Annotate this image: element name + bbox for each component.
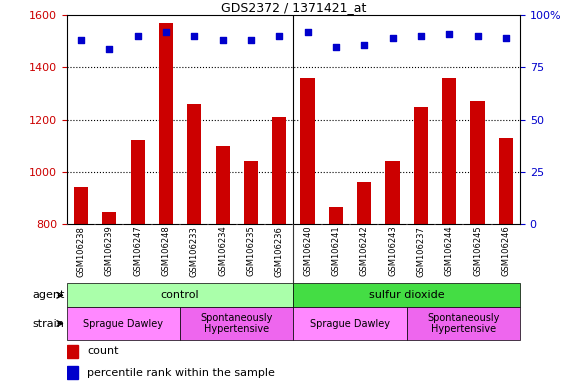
- Point: [501, 35, 511, 41]
- Bar: [329, 207, 343, 224]
- Text: GSM106238: GSM106238: [77, 226, 85, 276]
- FancyBboxPatch shape: [293, 307, 407, 340]
- Bar: [272, 117, 286, 224]
- Point: [218, 37, 227, 43]
- FancyBboxPatch shape: [407, 307, 520, 340]
- Bar: [385, 161, 400, 224]
- Bar: [442, 78, 456, 224]
- FancyBboxPatch shape: [67, 283, 293, 307]
- Text: GSM106241: GSM106241: [331, 226, 340, 276]
- Text: GSM106239: GSM106239: [105, 226, 114, 276]
- Text: percentile rank within the sample: percentile rank within the sample: [87, 367, 275, 377]
- Text: control: control: [161, 290, 199, 300]
- Text: GSM106233: GSM106233: [190, 226, 199, 276]
- Point: [360, 41, 369, 48]
- Point: [473, 33, 482, 39]
- Text: GSM106245: GSM106245: [473, 226, 482, 276]
- Text: GSM106247: GSM106247: [133, 226, 142, 276]
- Point: [76, 37, 85, 43]
- Point: [388, 35, 397, 41]
- Text: GSM106248: GSM106248: [162, 226, 170, 276]
- Bar: [102, 212, 116, 224]
- Bar: [131, 141, 145, 224]
- Point: [105, 46, 114, 52]
- Text: Spontaneously
Hypertensive: Spontaneously Hypertensive: [200, 313, 273, 334]
- Text: GSM106240: GSM106240: [303, 226, 312, 276]
- Point: [331, 43, 340, 50]
- FancyBboxPatch shape: [67, 307, 180, 340]
- Point: [162, 29, 171, 35]
- FancyBboxPatch shape: [293, 283, 520, 307]
- Bar: [74, 187, 88, 224]
- Point: [303, 29, 312, 35]
- Point: [416, 33, 425, 39]
- Bar: [159, 23, 173, 224]
- Text: GSM106234: GSM106234: [218, 226, 227, 276]
- Bar: [471, 101, 485, 224]
- Bar: [187, 104, 202, 224]
- Point: [444, 31, 454, 37]
- Bar: [357, 182, 371, 224]
- Text: sulfur dioxide: sulfur dioxide: [369, 290, 444, 300]
- Text: GSM106235: GSM106235: [246, 226, 256, 276]
- Text: GSM106244: GSM106244: [444, 226, 454, 276]
- Text: GSM106237: GSM106237: [417, 226, 425, 276]
- Text: strain: strain: [33, 318, 64, 329]
- Text: GSM106236: GSM106236: [275, 226, 284, 276]
- Bar: [216, 146, 229, 224]
- Point: [133, 33, 142, 39]
- Title: GDS2372 / 1371421_at: GDS2372 / 1371421_at: [221, 1, 366, 14]
- Bar: [498, 138, 513, 224]
- Text: Sprague Dawley: Sprague Dawley: [84, 318, 163, 329]
- Point: [246, 37, 256, 43]
- Text: GSM106242: GSM106242: [360, 226, 369, 276]
- Bar: [244, 161, 258, 224]
- Bar: [300, 78, 315, 224]
- Text: GSM106243: GSM106243: [388, 226, 397, 276]
- Text: Spontaneously
Hypertensive: Spontaneously Hypertensive: [427, 313, 500, 334]
- Point: [275, 33, 284, 39]
- Bar: [67, 366, 78, 379]
- Text: Sprague Dawley: Sprague Dawley: [310, 318, 390, 329]
- Text: agent: agent: [33, 290, 65, 300]
- Bar: [67, 345, 78, 358]
- Bar: [414, 107, 428, 224]
- FancyBboxPatch shape: [180, 307, 293, 340]
- Text: GSM106246: GSM106246: [501, 226, 510, 276]
- Text: count: count: [87, 346, 119, 356]
- Point: [189, 33, 199, 39]
